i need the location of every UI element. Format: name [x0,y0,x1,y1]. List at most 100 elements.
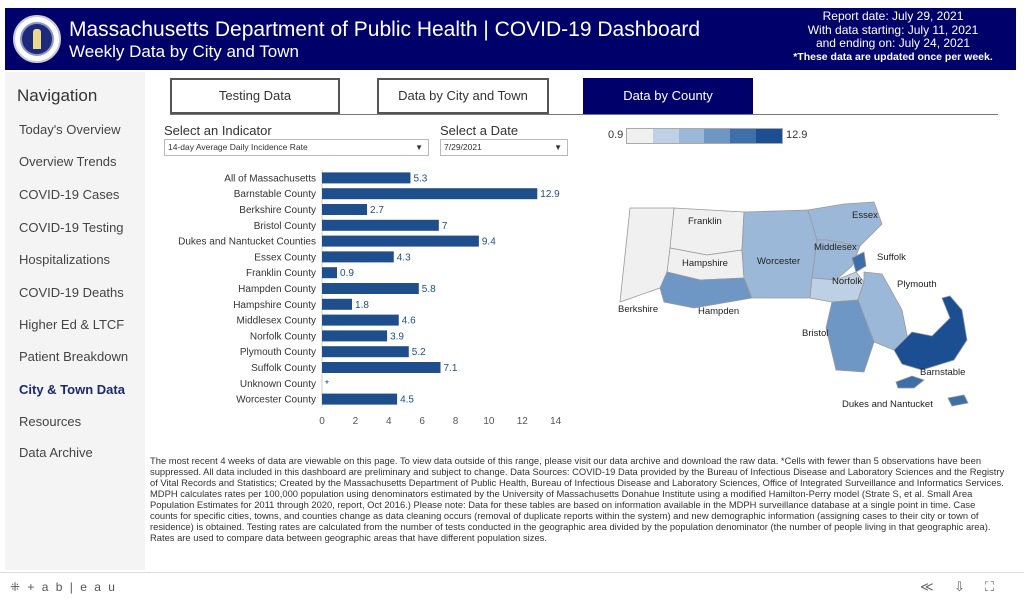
x-tick-label: 8 [453,416,459,427]
legend-swatch [678,129,705,143]
bar-value-label: 0.9 [340,268,354,279]
bar[interactable] [322,283,419,294]
nav-hospitalizations[interactable]: Hospitalizations [19,252,111,267]
nav-city-town-data[interactable]: City & Town Data [19,382,125,397]
tab-data-by-city-town[interactable]: Data by City and Town [377,78,549,114]
bar[interactable] [322,393,398,405]
bar-value-label: 5.2 [412,347,426,358]
bar[interactable] [322,172,411,184]
map-label-dukes-nantucket: Dukes and Nantucket [842,399,933,410]
report-date: Report date: July 29, 2021 [822,9,964,23]
map-label-hampden: Hampden [698,306,740,317]
bar[interactable] [322,251,394,263]
indicator-value: 14-day Average Daily Incidence Rate [168,142,308,152]
bar[interactable] [322,219,439,231]
county-barnstable[interactable] [893,295,968,371]
county-nantucket[interactable] [947,394,969,407]
county-suffolk[interactable] [851,251,867,273]
date-value: 7/29/2021 [444,142,482,152]
county-dukes[interactable] [895,375,925,389]
map-label-plymouth: Plymouth [897,279,937,290]
county-worcester[interactable] [741,209,818,299]
category-label: Plymouth County [240,347,316,358]
tab-divider [170,114,998,115]
bar[interactable] [322,346,409,358]
category-label: Norfolk County [250,331,316,342]
nav-patient-breakdown[interactable]: Patient Breakdown [19,349,129,364]
category-label: Unknown County [240,379,316,390]
tableau-logo[interactable]: ⁜ + a b | e a u [10,580,117,594]
bar-value-label: 1.8 [355,300,369,311]
bar[interactable] [322,298,353,310]
category-label: Hampden County [238,284,316,295]
category-label: All of Massachusetts [224,173,316,184]
category-label: Bristol County [254,221,316,232]
data-start-date: With data starting: July 11, 2021 [807,22,979,37]
county-map: Franklin Essex Middlesex Hampshire Worce… [612,200,982,420]
x-tick-label: 2 [353,416,359,427]
map-label-franklin: Franklin [688,216,722,227]
tab-data-by-county[interactable]: Data by County [583,78,753,114]
dropdown-arrow-icon: ▼ [415,143,423,152]
bar[interactable] [322,235,479,247]
x-tick-label: 14 [550,416,562,427]
bar[interactable] [322,267,338,279]
nav-resources[interactable]: Resources [19,414,82,429]
x-tick-label: 12 [517,416,529,427]
bar[interactable] [322,204,368,215]
map-label-bristol: Bristol [802,328,829,339]
bar-value-label: * [325,379,329,390]
nav-data-archive[interactable]: Data Archive [19,445,93,460]
bar[interactable] [322,362,441,373]
bar-value-label: 5.3 [413,173,427,184]
bar-value-label: 4.5 [400,395,414,406]
tab-testing-data[interactable]: Testing Data [170,78,340,114]
x-tick-label: 10 [483,416,495,427]
tableau-wordmark: + a b | e a u [27,580,117,594]
legend-swatch [756,129,782,143]
map-label-berkshire: Berkshire [618,304,659,315]
nav-covid-testing[interactable]: COVID-19 Testing [19,220,124,235]
bar-value-label: 5.8 [422,284,436,295]
bar-value-label: 7 [442,221,448,232]
nav-higher-ed-ltcf[interactable]: Higher Ed & LTCF [19,317,125,332]
map-label-essex: Essex [852,210,878,221]
date-label: Select a Date [440,123,519,138]
share-icon[interactable]: ≪ [920,579,934,594]
date-select[interactable]: 7/29/2021 ▼ [440,139,568,156]
header-banner: Massachusetts Department of Public Healt… [5,8,1016,70]
x-tick-label: 6 [419,416,425,427]
map-label-suffolk: Suffolk [877,252,906,263]
category-label: Worcester County [236,395,316,406]
nav-covid-deaths[interactable]: COVID-19 Deaths [19,285,124,300]
bar[interactable] [322,314,399,326]
download-icon[interactable]: ⇩ [954,579,965,594]
bar-value-label: 9.4 [482,237,496,248]
report-info: Report date: July 29, 2021 With data sta… [778,9,1008,64]
map-label-norfolk: Norfolk [832,276,863,287]
x-tick-label: 4 [386,416,392,427]
legend-swatch [652,129,679,143]
category-label: Franklin County [246,268,316,279]
indicator-select[interactable]: 14-day Average Daily Incidence Rate ▼ [164,139,429,156]
legend-min-value: 0.9 [608,129,624,141]
legend-swatch [730,129,757,143]
navigation-sidebar: Navigation Today's Overview Overview Tre… [5,72,145,570]
legend-swatch [627,129,653,143]
nav-todays-overview[interactable]: Today's Overview [19,122,121,137]
category-label: Dukes and Nantucket Counties [178,237,316,248]
bar[interactable] [322,188,538,200]
nav-covid-cases[interactable]: COVID-19 Cases [19,187,120,202]
color-legend [626,128,783,144]
fullscreen-icon[interactable]: ⛶ [985,579,995,594]
nav-overview-trends[interactable]: Overview Trends [19,154,117,169]
map-label-barnstable: Barnstable [920,367,966,378]
county-essex[interactable] [807,201,883,247]
map-svg [619,201,969,407]
x-tick-label: 0 [319,416,325,427]
county-bristol[interactable] [825,299,875,373]
map-label-hampshire: Hampshire [682,258,728,269]
tableau-mark-icon: ⁜ [10,580,23,594]
bar[interactable] [322,330,388,342]
